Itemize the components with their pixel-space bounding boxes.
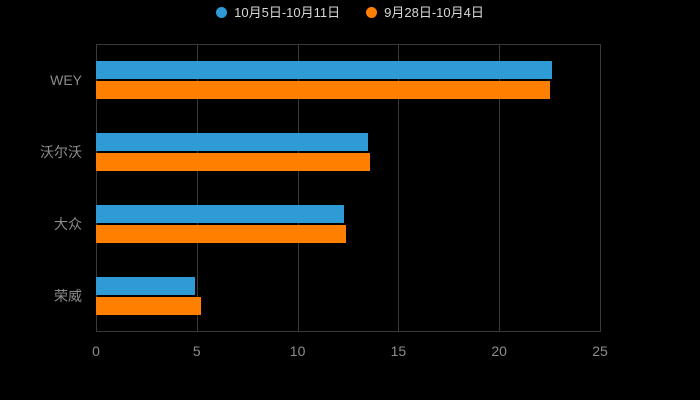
x-axis-label-0: 0 xyxy=(92,343,100,359)
bar-0-1[interactable] xyxy=(96,133,369,151)
y-axis-label-3: 荣威 xyxy=(54,288,82,304)
legend-label-1: 9月28日-10月4日 xyxy=(384,5,484,20)
gridline-2 xyxy=(297,44,299,332)
gridline-0 xyxy=(96,44,97,332)
y-axis-label-1: 沃尔沃 xyxy=(40,144,82,160)
legend-color-swatch-icon xyxy=(216,7,228,18)
bar-group xyxy=(96,205,600,243)
legend-item-1[interactable]: 9月28日-10月4日 xyxy=(366,6,484,19)
bar-1-0[interactable] xyxy=(96,81,550,99)
plot-area: WEY 沃尔沃大众荣威 0 5 10 15 20 25 xyxy=(40,44,608,358)
x-axis-label-5: 25 xyxy=(592,343,608,359)
chart-legend: 10月5日-10月11日 9月28日-10月4日 xyxy=(0,6,700,19)
bar-0-2[interactable] xyxy=(96,205,344,223)
legend-color-swatch-icon xyxy=(366,7,378,18)
x-axis-label-2: 10 xyxy=(289,343,306,359)
bar-0-3[interactable] xyxy=(96,277,195,295)
x-axis-label-1: 5 xyxy=(192,343,201,359)
bar-0-0[interactable] xyxy=(96,61,552,79)
bar-group xyxy=(96,133,600,171)
y-axis-label-2: 大众 xyxy=(54,216,82,232)
legend-item-0[interactable]: 10月5日-10月11日 xyxy=(216,6,340,19)
x-axis-label-4: 20 xyxy=(491,343,507,359)
gridline-5 xyxy=(600,44,601,332)
plot-frame xyxy=(96,44,600,332)
x-axis-label-3: 15 xyxy=(390,343,407,359)
bar-1-3[interactable] xyxy=(96,297,201,315)
gridline-1 xyxy=(196,44,198,332)
bar-group xyxy=(96,277,600,315)
bar-1-2[interactable] xyxy=(96,225,346,243)
bar-1-1[interactable] xyxy=(96,153,371,171)
bar-group xyxy=(96,61,600,99)
y-axis-label-0: WEY xyxy=(50,72,82,88)
gridline-3 xyxy=(398,44,400,332)
legend-label-0: 10月5日-10月11日 xyxy=(234,5,341,20)
gridline-4 xyxy=(499,44,501,332)
